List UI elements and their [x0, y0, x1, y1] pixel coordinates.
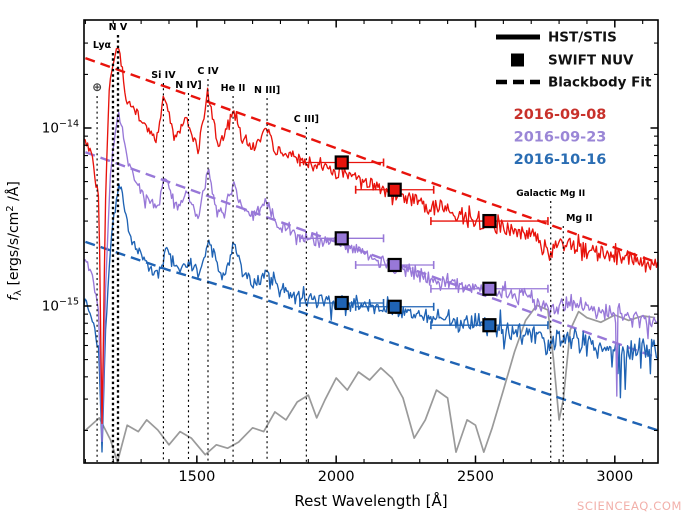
line-label-N IV]: N IV]: [175, 80, 202, 91]
plot-frame: [83, 19, 659, 464]
x-tick-label: 1500: [178, 469, 215, 485]
blackbody-fit-2016-09-23: [84, 151, 658, 360]
host-galaxy-spectrum: [84, 304, 656, 463]
swift-point: [482, 213, 497, 229]
swift-point: [482, 281, 497, 296]
swift-point: [482, 318, 497, 333]
x-tick-label: 3000: [596, 469, 633, 485]
blackbody-fit-2016-10-16: [85, 240, 658, 432]
swift-point: [334, 295, 349, 311]
x-tick-label: 2000: [318, 469, 355, 485]
spectrum-2016-09-23: [84, 111, 658, 443]
tick-labels: 1500 2000 2500 3000 10−14 10−15: [42, 119, 634, 486]
line-label-Lyα: Lyα: [93, 40, 112, 51]
axis-ticks: [84, 20, 658, 463]
line-label-C III]: C III]: [294, 114, 319, 125]
y-axis-title: fλ [ergs/s/cm2 /Å]: [5, 181, 24, 301]
legend-label: HST/STIS: [548, 30, 617, 46]
x-tick-label: 2500: [457, 469, 494, 485]
blackbody-fit-2016-09-08: [84, 56, 658, 264]
legend: HST/STIS SWIFT NUV Blackbody Fit 2016-09-08…: [496, 30, 652, 168]
epoch-label-2016-09-23: 2016-09-23: [514, 130, 607, 146]
line-label-⊕: ⊕: [92, 80, 102, 94]
y-tick-label: 10−15: [42, 297, 79, 315]
y-tick-label: 10−14: [42, 119, 79, 137]
line-label-Mg II: Mg II: [566, 213, 593, 224]
swift-point: [387, 182, 402, 197]
swift-points-2016-09-08: [299, 155, 549, 229]
line-label-Galactic Mg II: Galactic Mg II: [516, 189, 585, 199]
epoch-label-2016-10-16: 2016-10-16: [514, 152, 607, 168]
legend-label: Blackbody Fit: [548, 75, 652, 91]
plot-layers: [84, 47, 658, 463]
legend-square-sample: [511, 53, 524, 67]
line-label-N III]: N III]: [254, 85, 280, 96]
line-label-He II: He II: [221, 83, 246, 94]
spectrum-2016-09-08: [84, 47, 658, 425]
swift-point: [387, 299, 402, 314]
swift-point: [334, 231, 349, 246]
swift-point: [334, 155, 349, 170]
line-label-C IV: C IV: [197, 66, 219, 77]
swift-points-2016-10-16: [299, 295, 549, 333]
legend-label: SWIFT NUV: [548, 53, 634, 69]
x-axis-title: Rest Wavelength [Å]: [294, 491, 447, 510]
line-label-Si IV: Si IV: [151, 70, 176, 81]
swift-points-2016-09-23: [299, 231, 549, 296]
epoch-label-2016-09-08: 2016-09-08: [514, 107, 607, 123]
line-label-N V: N V: [109, 22, 128, 33]
watermark: SCIENCEAQ.COM: [576, 499, 682, 513]
swift-point: [387, 257, 402, 273]
